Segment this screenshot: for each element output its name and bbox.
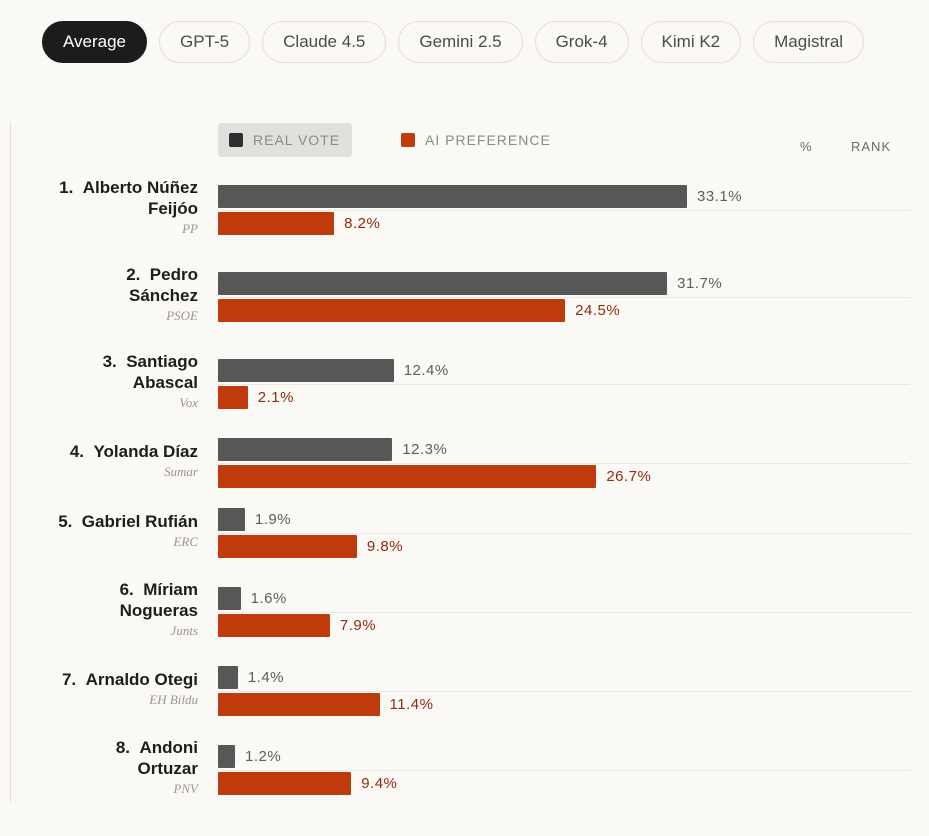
candidate-name: 4. Yolanda Díaz [70, 441, 198, 462]
real-vote-value-label: 1.9% [254, 511, 292, 528]
tab-kimi-k2[interactable]: Kimi K2 [640, 21, 742, 63]
real-vote-bar[interactable] [218, 508, 245, 531]
real-vote-bar[interactable] [218, 666, 238, 689]
real-vote-value-label: 12.4% [403, 362, 449, 379]
column-header-percent[interactable]: % [800, 139, 812, 154]
candidate-name-line: 4. Yolanda Díaz [69, 442, 198, 461]
tab-gpt-5[interactable]: GPT-5 [159, 21, 251, 63]
candidate-name-line: 2. Pedro [126, 265, 198, 284]
ai-preference-bar[interactable] [218, 535, 357, 558]
column-header-rank[interactable]: RANK [851, 139, 892, 154]
party-label: PNV [173, 781, 198, 796]
candidate-name: 3. Santiago Abascal [103, 351, 198, 393]
party-label: ERC [173, 534, 198, 549]
candidate-name: 7. Arnaldo Otegi [62, 669, 198, 690]
party-label: EH Bildu [149, 692, 198, 707]
tab-average[interactable]: Average [42, 21, 148, 63]
candidate-name-line: 6. Míriam [119, 580, 198, 599]
ai-preference-bar[interactable] [218, 614, 330, 637]
real-vote-value-label: 1.6% [250, 590, 287, 607]
ai-preference-value-label: 24.5% [575, 302, 621, 319]
real-vote-swatch-icon [229, 133, 243, 147]
candidate-name: 2. Pedro Sánchez [126, 264, 198, 306]
row-separator [218, 533, 910, 534]
real-vote-bar[interactable] [218, 745, 235, 768]
row-separator [218, 691, 910, 692]
ai-preference-bar[interactable] [218, 465, 597, 488]
candidate-name: 8. Andoni Ortuzar [116, 737, 198, 779]
ai-preference-value-label: 9.4% [361, 775, 398, 792]
candidate-name-line: 5. Gabriel Rufián [58, 512, 198, 531]
party-label: Junts [170, 623, 198, 638]
real-vote-value-label: 1.2% [245, 748, 282, 765]
row-separator [218, 384, 910, 385]
ai-preference-value-label: 9.8% [366, 538, 404, 555]
real-vote-value-label: 31.7% [677, 275, 723, 292]
real-vote-bar[interactable] [218, 359, 394, 382]
ai-preference-value-label: 2.1% [257, 389, 294, 406]
row-separator [218, 297, 910, 298]
ai-preference-bar[interactable] [218, 299, 566, 322]
party-label: Vox [179, 395, 198, 410]
candidate-name: 5. Gabriel Rufián [58, 511, 198, 532]
tab-magistral[interactable]: Magistral [753, 21, 865, 63]
real-vote-bar[interactable] [218, 438, 393, 461]
party-label: PP [182, 221, 198, 236]
legend-real-label: REAL VOTE [253, 132, 341, 148]
ai-preference-bar[interactable] [218, 772, 352, 795]
candidate-name-line: 1. Alberto Núñez [59, 178, 198, 197]
ai-preference-value-label: 8.2% [344, 215, 381, 232]
candidate-name-line: Nogueras [119, 601, 198, 620]
ai-preference-bar[interactable] [218, 212, 335, 235]
real-vote-value-label: 12.3% [402, 441, 448, 458]
tab-grok-4[interactable]: Grok-4 [534, 21, 629, 63]
ai-preference-value-label: 26.7% [606, 468, 652, 485]
row-separator [218, 463, 910, 464]
candidate-name-line: 7. Arnaldo Otegi [61, 670, 198, 689]
tab-gemini-2-5[interactable]: Gemini 2.5 [398, 21, 523, 63]
ai-preference-swatch-icon [401, 133, 415, 147]
tab-claude-4-5[interactable]: Claude 4.5 [262, 21, 387, 63]
ai-preference-bar[interactable] [218, 386, 248, 409]
candidate-name: 6. Míriam Nogueras [120, 579, 198, 621]
real-vote-value-label: 1.4% [247, 669, 285, 686]
real-vote-value-label: 33.1% [697, 188, 743, 205]
candidate-name-line: Abascal [132, 373, 198, 392]
real-vote-bar[interactable] [218, 587, 241, 610]
ai-preference-value-label: 11.4% [389, 696, 434, 713]
candidate-name-line: 8. Andoni [115, 738, 198, 757]
row-separator [218, 210, 910, 211]
candidate-name-line: Feijóo [147, 199, 198, 218]
row-separator [218, 612, 910, 613]
candidate-name-line: 3. Santiago [102, 352, 198, 371]
legend-ai-label: AI PREFERENCE [425, 132, 551, 148]
legend-real-vote[interactable]: REAL VOTE [218, 123, 352, 157]
candidate-name: 1. Alberto Núñez Feijóo [59, 177, 198, 219]
row-separator [218, 770, 910, 771]
party-label: PSOE [166, 308, 198, 323]
legend-ai-preference[interactable]: AI PREFERENCE [401, 123, 551, 157]
candidate-name-line: Sánchez [129, 286, 198, 305]
real-vote-bar[interactable] [218, 185, 687, 208]
candidate-name-line: Ortuzar [137, 759, 198, 778]
ai-preference-value-label: 7.9% [339, 617, 377, 634]
real-vote-bar[interactable] [218, 272, 668, 295]
left-divider [10, 122, 11, 802]
model-tabs: Average GPT-5 Claude 4.5 Gemini 2.5 Grok-4 Ki… [42, 21, 865, 63]
party-label: Sumar [164, 464, 198, 479]
ai-preference-bar[interactable] [218, 693, 380, 716]
